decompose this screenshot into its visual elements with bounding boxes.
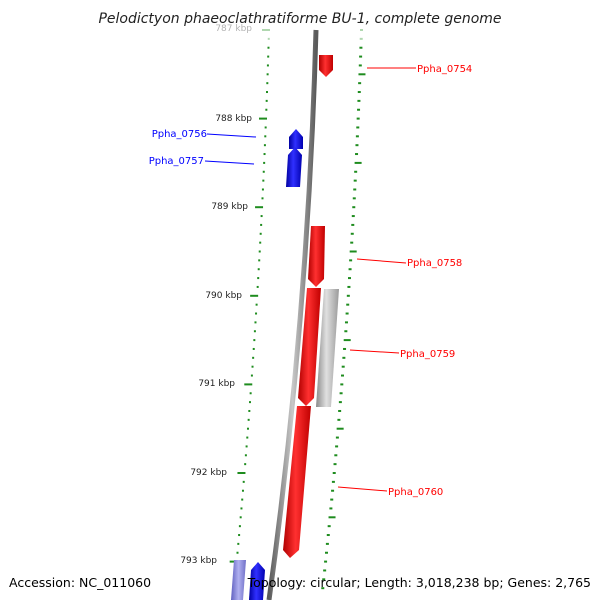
leader-line-ppha-0759 — [349, 349, 400, 354]
gene-ppha-0760[interactable] — [283, 406, 311, 558]
kbp-label-787: 787 kbp — [215, 24, 252, 34]
gene-ppha-0759[interactable] — [298, 288, 321, 406]
gene-ppha-0758[interactable] — [308, 226, 325, 287]
tick-marks — [229, 29, 366, 590]
kbp-label-793: 793 kbp — [180, 556, 217, 566]
leader-line-ppha-0756 — [206, 133, 257, 138]
leader-line-ppha-0760 — [337, 486, 388, 492]
leader-line-ppha-0758 — [356, 258, 407, 264]
gene-label-ppha-0760[interactable]: Ppha_0760 — [388, 487, 443, 498]
gene-label-ppha-0758[interactable]: Ppha_0758 — [407, 258, 462, 269]
kbp-label-788: 788 kbp — [215, 114, 252, 124]
gene-ppha-0756[interactable] — [289, 129, 303, 149]
kbp-labels: 787 kbp 788 kbp 789 kbp 790 kbp 791 kbp … — [180, 24, 252, 566]
kbp-label-791: 791 kbp — [198, 379, 235, 389]
gene-label-ppha-0756[interactable]: Ppha_0756 — [152, 129, 207, 140]
gene-reverse-bottom[interactable] — [249, 562, 265, 600]
other-feature[interactable] — [316, 289, 339, 407]
kbp-label-792: 792 kbp — [190, 468, 227, 478]
kbp-label-789: 789 kbp — [211, 202, 248, 212]
gene-label-ppha-0757[interactable]: Ppha_0757 — [149, 156, 204, 167]
leader-line-ppha-0757 — [204, 160, 255, 165]
gene-label-ppha-0754[interactable]: Ppha_0754 — [417, 64, 472, 75]
gene-ppha-0754[interactable] — [319, 55, 333, 77]
kbp-label-790: 790 kbp — [205, 291, 242, 301]
accession-text: Accession: NC_011060 — [9, 575, 151, 590]
topology-text: Topology: circular; Length: 3,018,238 bp… — [247, 575, 591, 590]
other-feature-bottom[interactable] — [231, 560, 246, 600]
gene-labels: Ppha_0754 Ppha_0756 Ppha_0757 Ppha_0758 … — [149, 64, 473, 498]
gene-features — [231, 55, 339, 600]
gene-label-ppha-0759[interactable]: Ppha_0759 — [400, 349, 455, 360]
genome-backbone — [266, 29, 319, 600]
map-title: Pelodictyon phaeoclathratiforme BU-1, co… — [98, 11, 501, 27]
gene-ppha-0757[interactable] — [286, 147, 302, 187]
